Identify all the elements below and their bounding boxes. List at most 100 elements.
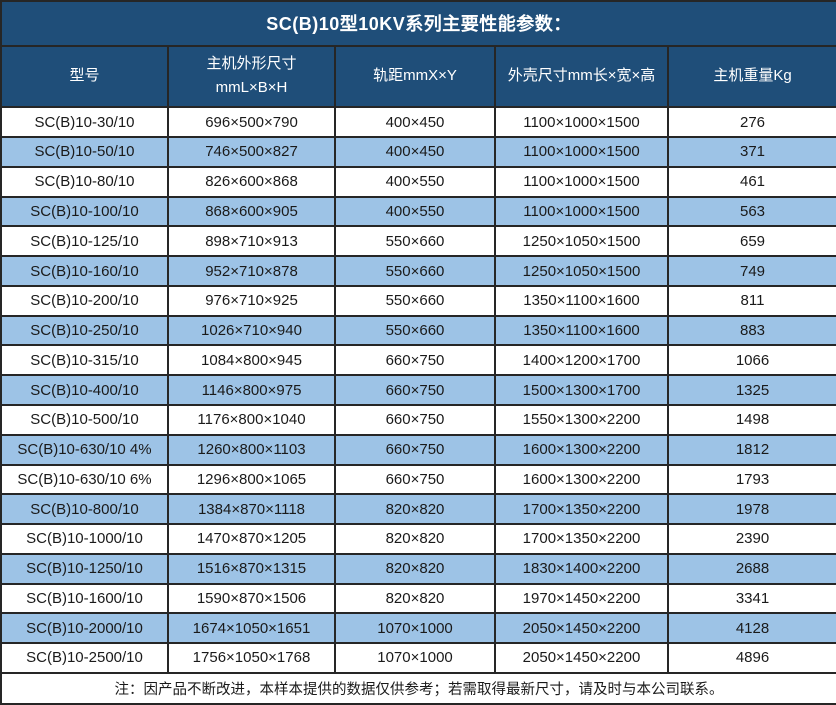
- table-row: SC(B)10-80/10 826×600×868 400×550 1100×1000…: [0, 165, 836, 198]
- table-cell: 1756×1050×1768: [167, 642, 336, 674]
- table-cell: 820×820: [334, 493, 496, 526]
- table-cell: 820×820: [334, 582, 496, 615]
- table-cell: 550×660: [334, 314, 496, 347]
- column-header-model-label: 型号: [69, 67, 100, 85]
- table-cell: 820×820: [334, 552, 496, 585]
- table-row: SC(B)10-1000/10 1470×870×1205 820×820 1700×…: [0, 523, 836, 555]
- table-cell: 461: [666, 165, 836, 198]
- table-cell: 1100×1000×1500: [494, 136, 669, 168]
- table-cell: 659: [666, 225, 836, 258]
- table-cell: SC(B)10-50/10: [0, 136, 169, 168]
- table-row: SC(B)10-200/10 976×710×925 550×660 1350×110…: [0, 284, 836, 317]
- table-cell: 660×750: [334, 403, 496, 436]
- table-cell: 1250×1050×1500: [494, 225, 669, 258]
- table-cell: 1700×1350×2200: [494, 523, 669, 555]
- table-cell: 2050×1450×2200: [494, 642, 669, 674]
- table-cell: 1146×800×975: [167, 374, 336, 406]
- table-row: SC(B)10-2000/10 1674×1050×1651 1070×1000 20…: [0, 612, 836, 645]
- table-cell: 1325: [666, 374, 836, 406]
- table-cell: 371: [666, 136, 836, 168]
- table-cell: 749: [666, 255, 836, 287]
- table-cell: 550×660: [334, 225, 496, 258]
- table-row: SC(B)10-800/10 1384×870×1118 820×820 1700×1…: [0, 493, 836, 526]
- table-cell: 1470×870×1205: [167, 523, 336, 555]
- table-cell: 1812: [666, 433, 836, 466]
- table-row: SC(B)10-315/10 1084×800×945 660×750 1400×12…: [0, 344, 836, 377]
- table-cell: 660×750: [334, 433, 496, 466]
- table-cell: 1500×1300×1700: [494, 374, 669, 406]
- table-cell: 1600×1300×2200: [494, 433, 669, 466]
- table-cell: SC(B)10-2500/10: [0, 642, 169, 674]
- table-cell: 696×500×790: [167, 106, 336, 139]
- table-cell: 1674×1050×1651: [167, 612, 336, 645]
- table-cell: 1516×870×1315: [167, 552, 336, 585]
- table-cell: 2050×1450×2200: [494, 612, 669, 645]
- table-cell: 1250×1050×1500: [494, 255, 669, 287]
- table-cell: SC(B)10-250/10: [0, 314, 169, 347]
- table-cell: 1176×800×1040: [167, 403, 336, 436]
- table-title: SC(B)10型10KV系列主要性能参数：: [0, 0, 836, 47]
- table-cell: SC(B)10-1250/10: [0, 552, 169, 585]
- table-cell: 660×750: [334, 374, 496, 406]
- table-cell: 976×710×925: [167, 284, 336, 317]
- table-cell: 1100×1000×1500: [494, 195, 669, 228]
- column-header-rail-gauge-label: 轨距mmX×Y: [373, 67, 457, 85]
- table-cell: 660×750: [334, 463, 496, 496]
- table-cell: 1100×1000×1500: [494, 106, 669, 139]
- table-cell: 1400×1200×1700: [494, 344, 669, 377]
- table-cell: 868×600×905: [167, 195, 336, 228]
- footnote-row: 注：因产品不断改进，本样本提供的数据仅供参考；若需取得最新尺寸，请及时与本公司联…: [0, 671, 836, 705]
- column-header-weight-label: 主机重量Kg: [713, 67, 792, 85]
- table-cell: 276: [666, 106, 836, 139]
- table-cell: SC(B)10-630/10 6%: [0, 463, 169, 496]
- table-cell: 1600×1300×2200: [494, 463, 669, 496]
- table-cell: 400×450: [334, 136, 496, 168]
- table-cell: 1830×1400×2200: [494, 552, 669, 585]
- table-cell: 1260×800×1103: [167, 433, 336, 466]
- table-cell: 1384×870×1118: [167, 493, 336, 526]
- table-cell: 1350×1100×1600: [494, 284, 669, 317]
- table-cell: SC(B)10-400/10: [0, 374, 169, 406]
- table-cell: 1066: [666, 344, 836, 377]
- column-header-weight: 主机重量Kg: [666, 44, 836, 109]
- table-cell: SC(B)10-200/10: [0, 284, 169, 317]
- table-cell: 1550×1300×2200: [494, 403, 669, 436]
- table-row: SC(B)10-250/10 1026×710×940 550×660 1350×11…: [0, 314, 836, 347]
- table-cell: SC(B)10-160/10: [0, 255, 169, 287]
- table-cell: SC(B)10-80/10: [0, 165, 169, 198]
- table-cell: 1296×800×1065: [167, 463, 336, 496]
- table-cell: 1970×1450×2200: [494, 582, 669, 615]
- header-row: 型号 主机外形尺寸 mmL×B×H 轨距mmX×Y 外壳尺寸mm长×宽×高 主机…: [0, 44, 836, 109]
- table-cell: 1100×1000×1500: [494, 165, 669, 198]
- table-cell: 1793: [666, 463, 836, 496]
- column-header-main-dimensions-line1: 主机外形尺寸: [206, 55, 297, 73]
- table-row: SC(B)10-125/10 898×710×913 550×660 1250×105…: [0, 225, 836, 258]
- column-header-rail-gauge: 轨距mmX×Y: [334, 44, 496, 109]
- table-cell: 550×660: [334, 284, 496, 317]
- table-cell: 1070×1000: [334, 612, 496, 645]
- table-cell: SC(B)10-125/10: [0, 225, 169, 258]
- table-cell: 1590×870×1506: [167, 582, 336, 615]
- table-cell: 1978: [666, 493, 836, 526]
- table-cell: SC(B)10-500/10: [0, 403, 169, 436]
- table-row: SC(B)10-160/10 952×710×878 550×660 1250×105…: [0, 255, 836, 287]
- table-title-row: SC(B)10型10KV系列主要性能参数：: [0, 0, 836, 47]
- table-row: SC(B)10-50/10 746×500×827 400×450 1100×1000…: [0, 136, 836, 168]
- column-header-shell-dimensions-label: 外壳尺寸mm长×宽×高: [507, 67, 656, 85]
- table-cell: SC(B)10-1600/10: [0, 582, 169, 615]
- table-cell: 400×550: [334, 195, 496, 228]
- table-cell: 563: [666, 195, 836, 228]
- table-row: SC(B)10-1250/10 1516×870×1315 820×820 1830×…: [0, 552, 836, 585]
- table-cell: 952×710×878: [167, 255, 336, 287]
- table-cell: 1350×1100×1600: [494, 314, 669, 347]
- table-cell: SC(B)10-100/10: [0, 195, 169, 228]
- table-cell: 1070×1000: [334, 642, 496, 674]
- table-row: SC(B)10-100/10 868×600×905 400×550 1100×100…: [0, 195, 836, 228]
- table-row: SC(B)10-630/10 6% 1296×800×1065 660×750 160…: [0, 463, 836, 496]
- table-row: SC(B)10-500/10 1176×800×1040 660×750 1550×1…: [0, 403, 836, 436]
- table-cell: 660×750: [334, 344, 496, 377]
- table-cell: 826×600×868: [167, 165, 336, 198]
- table-cell: 2688: [666, 552, 836, 585]
- table-cell: 4896: [666, 642, 836, 674]
